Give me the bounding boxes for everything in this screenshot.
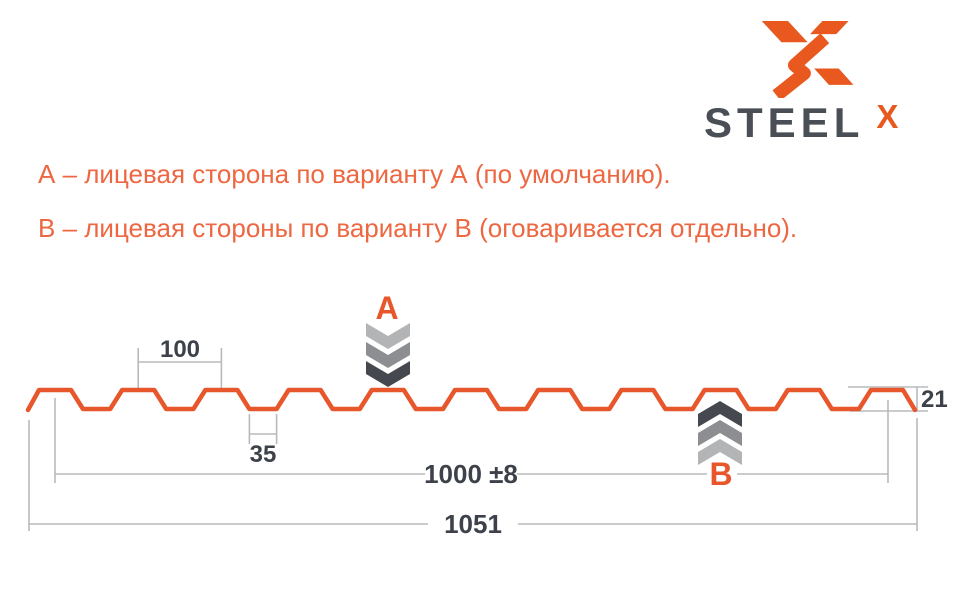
dimension-rib-bottom-width: 35 [249, 441, 277, 468]
note-variant-b: В – лицевая стороны по варианту В (огова… [38, 213, 798, 243]
brand-wordmark-text: STEEL [704, 99, 865, 146]
profile-outline [25, 387, 918, 413]
dimension-rib-pitch: 100 [159, 336, 201, 363]
dimension-working-width: 1000 ±8 [424, 459, 518, 489]
side-a-chevron-down-icon [366, 323, 410, 387]
marker-side-a: А [375, 290, 399, 326]
dimension-overall-width: 1051 [444, 509, 502, 539]
brand-wordmark: STEEL X [704, 98, 899, 146]
brand-wordmark-x: X [876, 98, 899, 135]
note-variant-a: А – лицевая сторона по варианту А (по ум… [38, 159, 671, 189]
side-b-chevron-up-icon [698, 401, 742, 465]
steelx-x-monogram-icon [761, 21, 854, 98]
dimension-profile-height: 21 [921, 386, 948, 413]
marker-side-b: В [709, 456, 733, 492]
dimension-lines [28, 348, 928, 531]
brand-logo: STEEL X [690, 14, 930, 154]
